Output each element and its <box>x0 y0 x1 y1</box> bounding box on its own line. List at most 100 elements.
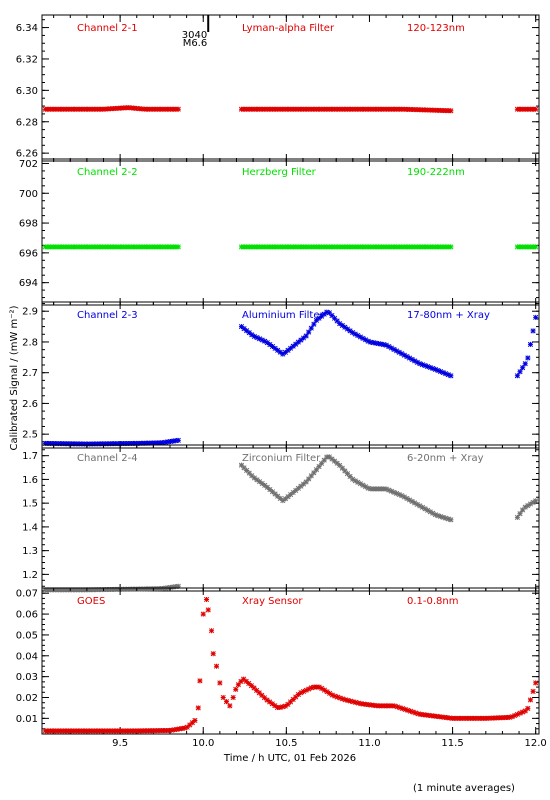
data-point <box>308 244 314 250</box>
data-point <box>134 244 140 250</box>
data-point <box>520 244 526 250</box>
y-tick-label: 1.5 <box>22 499 38 510</box>
data-point <box>102 586 108 593</box>
data-point <box>267 486 273 493</box>
data-point <box>55 587 61 593</box>
data-point <box>308 106 314 112</box>
data-point <box>47 587 54 593</box>
data-point <box>430 107 436 113</box>
y-tick-label: 2.8 <box>22 337 38 348</box>
data-point <box>144 440 150 446</box>
data-point <box>71 587 77 593</box>
data-point <box>512 712 518 719</box>
data-point <box>422 363 428 369</box>
data-point <box>409 498 415 504</box>
data-point <box>131 586 137 592</box>
data-point <box>267 244 273 250</box>
data-point <box>329 244 335 250</box>
data-point <box>370 244 376 250</box>
data-point <box>350 330 356 336</box>
data-point <box>74 587 80 593</box>
data-point <box>298 483 304 489</box>
data-point <box>92 587 98 593</box>
panel-4: 0.01 0.02 0.03 0.04 0.05 0.06 0.07 GOES Xray Sen… <box>16 587 540 735</box>
data-point <box>404 244 410 250</box>
x-tick-label: 12.0 <box>525 738 547 749</box>
data-point <box>277 495 283 501</box>
data-point <box>149 440 155 446</box>
data-point <box>525 503 531 509</box>
data-point <box>126 440 132 447</box>
data-point <box>396 491 402 498</box>
data-point <box>227 703 233 709</box>
data-point <box>370 340 376 346</box>
data-point <box>118 105 124 111</box>
data-point <box>383 244 389 250</box>
data-point <box>53 440 59 447</box>
data-point <box>65 728 72 734</box>
data-point <box>298 337 304 343</box>
band-label: 190-222nm <box>407 167 465 178</box>
panel-label: Channel 2-3 <box>77 310 138 321</box>
data-point <box>91 728 97 734</box>
data-point <box>277 349 283 355</box>
data-point <box>262 106 268 112</box>
data-point <box>355 332 361 339</box>
data-point <box>370 106 376 112</box>
data-point <box>509 714 515 720</box>
data-point <box>275 347 281 353</box>
data-point <box>465 715 471 721</box>
data-point <box>102 244 108 250</box>
panel-frame <box>41 301 540 449</box>
data-point <box>384 703 390 709</box>
data-point <box>326 310 332 316</box>
data-point <box>107 441 114 447</box>
data-point <box>112 728 118 734</box>
data-point <box>249 473 255 479</box>
data-point <box>176 726 183 732</box>
data-point <box>71 106 77 112</box>
x-tick-label: 11.0 <box>358 738 380 749</box>
data-point <box>84 441 90 447</box>
data-point <box>435 367 441 374</box>
data-point <box>42 587 48 593</box>
data-point <box>347 328 353 334</box>
data-point <box>405 707 411 713</box>
data-point <box>123 440 129 447</box>
data-point <box>141 586 147 592</box>
data-point <box>388 345 394 351</box>
data-point <box>470 715 476 721</box>
data-point <box>290 343 296 349</box>
data-point <box>306 686 312 692</box>
data-point <box>76 106 82 112</box>
data-point <box>246 680 252 687</box>
data-point <box>449 715 455 721</box>
data-point <box>533 244 539 250</box>
data-point <box>71 441 77 447</box>
data-point <box>123 586 129 592</box>
data-point <box>118 244 124 250</box>
data-point <box>58 587 64 593</box>
data-point <box>76 587 82 593</box>
data-point <box>76 728 82 734</box>
data-point <box>342 244 348 250</box>
data-point <box>329 692 335 698</box>
data-point <box>306 329 312 335</box>
data-point <box>208 628 215 634</box>
data-point <box>391 244 397 250</box>
data-point <box>399 244 405 250</box>
data-point <box>350 699 356 705</box>
data-point <box>55 441 61 447</box>
data-point <box>401 244 407 250</box>
data-point <box>387 703 393 709</box>
data-point <box>417 361 423 367</box>
data-point <box>445 516 451 522</box>
data-point <box>332 693 338 699</box>
data-point <box>337 106 343 112</box>
data-point <box>378 106 384 112</box>
data-point <box>423 712 429 718</box>
data-point <box>434 713 440 719</box>
data-point <box>435 107 441 113</box>
data-point <box>105 586 111 593</box>
